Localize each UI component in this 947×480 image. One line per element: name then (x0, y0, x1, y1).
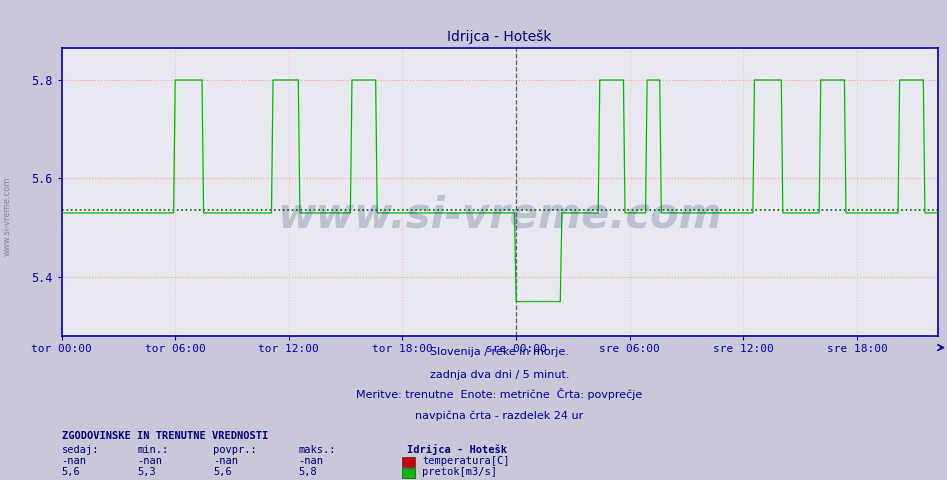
Text: 5,6: 5,6 (62, 467, 80, 477)
Text: min.:: min.: (137, 444, 169, 455)
Text: Idrijca - Hotešk: Idrijca - Hotešk (407, 444, 508, 455)
Text: povpr.:: povpr.: (213, 444, 257, 455)
Text: www.si-vreme.com: www.si-vreme.com (3, 176, 12, 256)
Text: Meritve: trenutne  Enote: metrične  Črta: povprečje: Meritve: trenutne Enote: metrične Črta: … (356, 388, 643, 400)
Text: -nan: -nan (62, 456, 86, 466)
Title: Idrijca - Hotešk: Idrijca - Hotešk (447, 30, 552, 44)
Text: maks.:: maks.: (298, 444, 336, 455)
Text: www.si-vreme.com: www.si-vreme.com (277, 194, 722, 236)
Text: Slovenija / reke in morje.: Slovenija / reke in morje. (430, 347, 569, 357)
Text: 5,8: 5,8 (298, 467, 317, 477)
Text: navpična črta - razdelek 24 ur: navpična črta - razdelek 24 ur (416, 410, 583, 420)
Text: 5,6: 5,6 (213, 467, 232, 477)
Text: ZGODOVINSKE IN TRENUTNE VREDNOSTI: ZGODOVINSKE IN TRENUTNE VREDNOSTI (62, 431, 268, 441)
Text: temperatura[C]: temperatura[C] (422, 456, 509, 466)
Text: zadnja dva dni / 5 minut.: zadnja dva dni / 5 minut. (430, 370, 569, 380)
Text: -nan: -nan (298, 456, 323, 466)
Text: 5,3: 5,3 (137, 467, 156, 477)
Text: pretok[m3/s]: pretok[m3/s] (422, 467, 497, 477)
Text: -nan: -nan (137, 456, 162, 466)
Text: -nan: -nan (213, 456, 238, 466)
Text: sedaj:: sedaj: (62, 444, 99, 455)
